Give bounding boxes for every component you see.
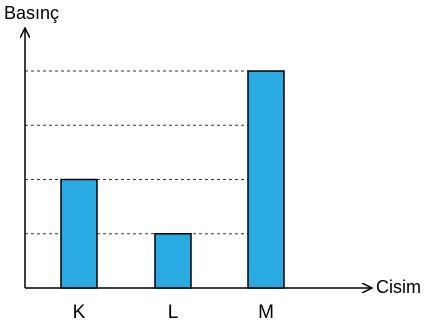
bar-l bbox=[154, 233, 192, 289]
bars bbox=[60, 70, 285, 289]
bar-m bbox=[247, 70, 285, 289]
bar-k bbox=[60, 178, 98, 289]
x-tick-label-l: L bbox=[168, 302, 179, 323]
y-axis-label: Basınç bbox=[4, 3, 59, 23]
x-tick-label-k: K bbox=[73, 302, 86, 323]
x-axis-label: Cisim bbox=[376, 277, 421, 297]
x-tick-label-m: M bbox=[258, 302, 274, 323]
gridlines bbox=[25, 70, 258, 235]
x-tick-labels: K L M bbox=[73, 302, 274, 323]
